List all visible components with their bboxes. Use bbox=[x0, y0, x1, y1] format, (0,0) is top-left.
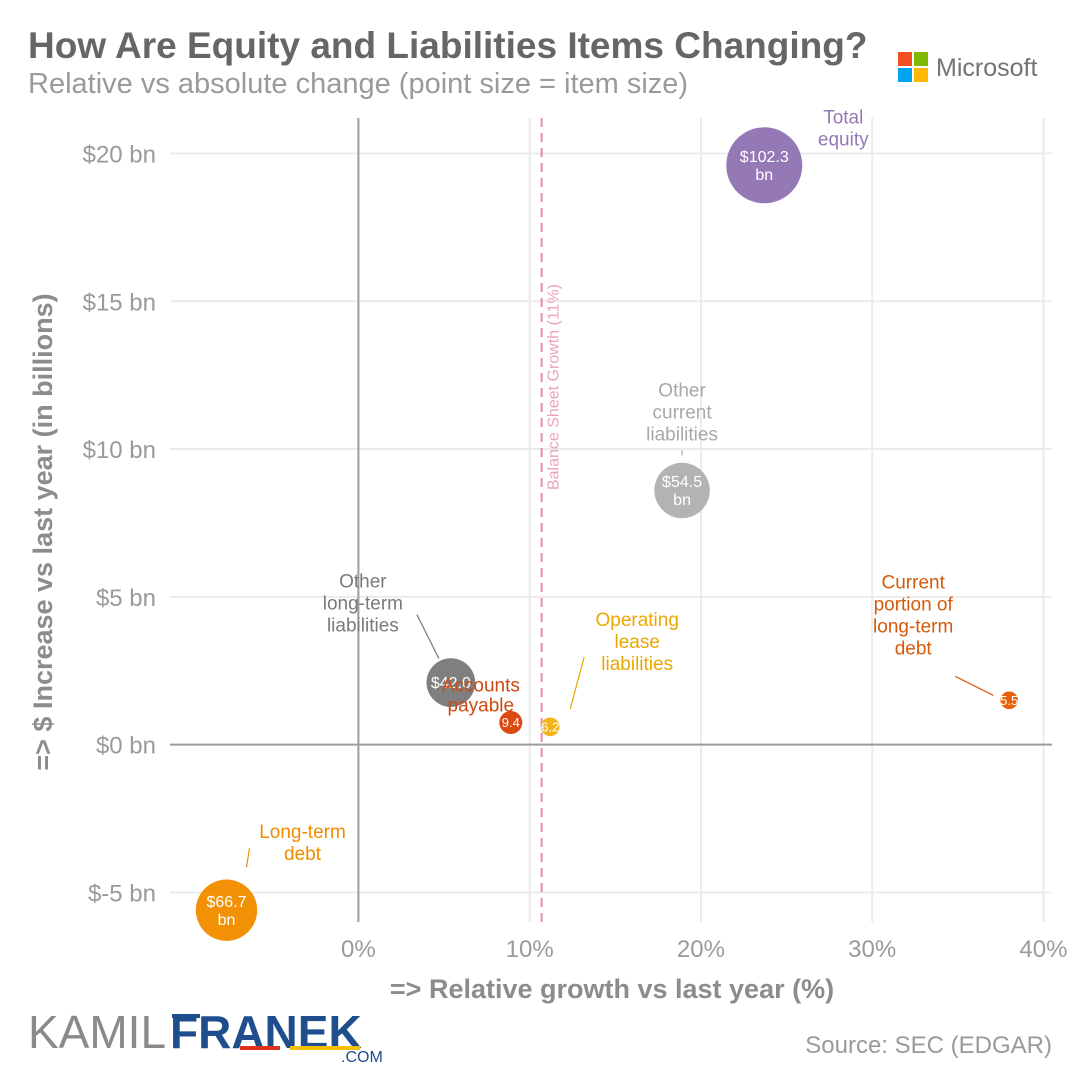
y-tick-label: $10 bn bbox=[83, 437, 156, 464]
data-point bbox=[726, 127, 803, 204]
leader-line bbox=[416, 614, 440, 659]
point-name-label: liabilities bbox=[601, 654, 673, 675]
ms-logo-square-green bbox=[914, 52, 928, 66]
point-name-label: debt bbox=[895, 638, 933, 659]
chart-title: How Are Equity and Liabilities Items Cha… bbox=[28, 25, 867, 66]
y-tick-label: $5 bn bbox=[96, 585, 156, 612]
point-name-label: payable bbox=[448, 695, 515, 716]
point-name-label: portion of bbox=[874, 594, 954, 615]
point-name-label: Accounts bbox=[442, 675, 520, 696]
point-value-label: $42.0 bbox=[431, 675, 471, 692]
point-name-label: current bbox=[653, 402, 713, 423]
point-name-label: Current bbox=[882, 572, 946, 593]
logo-accent-red bbox=[240, 1046, 280, 1050]
point-value-label: bn bbox=[673, 492, 691, 509]
point-value-label: 9.4 bbox=[502, 715, 520, 730]
data-point bbox=[195, 879, 258, 941]
point-value-label: $66.7 bbox=[206, 894, 246, 911]
tick-labels: $-5 bn $0 bn $5 bn $10 bn $15 bn $20 bn 0% 10% 2… bbox=[83, 141, 1068, 963]
point-value-label: 5.5 bbox=[1000, 693, 1018, 708]
point-name-label: liabilities bbox=[646, 424, 718, 445]
grid bbox=[170, 118, 1052, 922]
data-point bbox=[426, 658, 476, 707]
reference-line: Balance Sheet Growth (11%) bbox=[540, 118, 563, 922]
data-points: $102.3bn$54.5bn$42.09.4 6.25.5$66.7bn bbox=[195, 127, 1018, 941]
leader-lines bbox=[245, 450, 994, 868]
data-point bbox=[1000, 691, 1018, 710]
ms-logo-square-red bbox=[898, 52, 912, 66]
logo-suffix: .COM bbox=[341, 1049, 383, 1066]
point-name-label: lease bbox=[614, 632, 659, 653]
logo-accent-blue bbox=[172, 1014, 200, 1018]
leader-line bbox=[245, 848, 251, 868]
axes bbox=[170, 118, 1052, 922]
x-tick-label: 40% bbox=[1019, 936, 1067, 963]
x-axis-label: => Relative growth vs last year (%) bbox=[390, 974, 834, 1004]
footer-logo: KAMIL FRANEK .COM bbox=[28, 1006, 383, 1066]
x-tick-label: 30% bbox=[848, 936, 896, 963]
point-value-label: bn bbox=[218, 912, 236, 929]
logo-text-part1: KAMIL bbox=[28, 1006, 166, 1058]
point-value-label: 6.2 bbox=[541, 719, 559, 734]
ms-logo-square-yellow bbox=[914, 68, 928, 82]
chart-subtitle: Relative vs absolute change (point size … bbox=[28, 68, 688, 100]
data-point bbox=[654, 462, 710, 519]
brand-name: Microsoft bbox=[936, 54, 1037, 82]
x-tick-label: 0% bbox=[341, 936, 376, 963]
point-value-label: bn bbox=[755, 167, 773, 184]
point-name-label: Long-term bbox=[259, 822, 346, 843]
source-note: Source: SEC (EDGAR) bbox=[805, 1032, 1052, 1059]
point-name-label: Operating bbox=[595, 610, 678, 631]
leader-line bbox=[954, 675, 994, 696]
y-axis-label: => $ Increase vs last year (in billions) bbox=[28, 293, 58, 770]
y-tick-label: $0 bn bbox=[96, 733, 156, 760]
x-tick-label: 10% bbox=[506, 936, 554, 963]
x-tick-label: 20% bbox=[677, 936, 725, 963]
leader-line bbox=[569, 656, 585, 710]
point-value-label: $102.3 bbox=[740, 149, 789, 166]
ms-logo-square-blue bbox=[898, 68, 912, 82]
point-name-label: debt bbox=[284, 844, 322, 865]
logo-accent-yellow bbox=[290, 1046, 360, 1050]
point-name-label: Other bbox=[339, 572, 387, 593]
y-tick-label: $-5 bn bbox=[88, 880, 156, 907]
point-name-label: liabilities bbox=[327, 616, 399, 637]
y-tick-label: $15 bn bbox=[83, 289, 156, 316]
point-name-label: long-term bbox=[873, 616, 953, 637]
y-tick-label: $20 bn bbox=[83, 141, 156, 168]
point-value-label: $54.5 bbox=[662, 474, 702, 491]
reference-line-label: Balance Sheet Growth (11%) bbox=[546, 284, 563, 490]
data-point bbox=[499, 710, 523, 734]
point-name-label: Other bbox=[658, 380, 706, 401]
point-name-label: long-term bbox=[323, 594, 403, 615]
point-name-label: equity bbox=[818, 129, 869, 150]
data-labels: TotalequityOthercurrentliabilitiesOtherl… bbox=[259, 107, 953, 865]
point-name-label: Total bbox=[823, 107, 863, 128]
data-point bbox=[540, 717, 560, 737]
logo-text-part2: FRANEK bbox=[170, 1006, 362, 1058]
brand-logo: Microsoft bbox=[898, 52, 1037, 82]
